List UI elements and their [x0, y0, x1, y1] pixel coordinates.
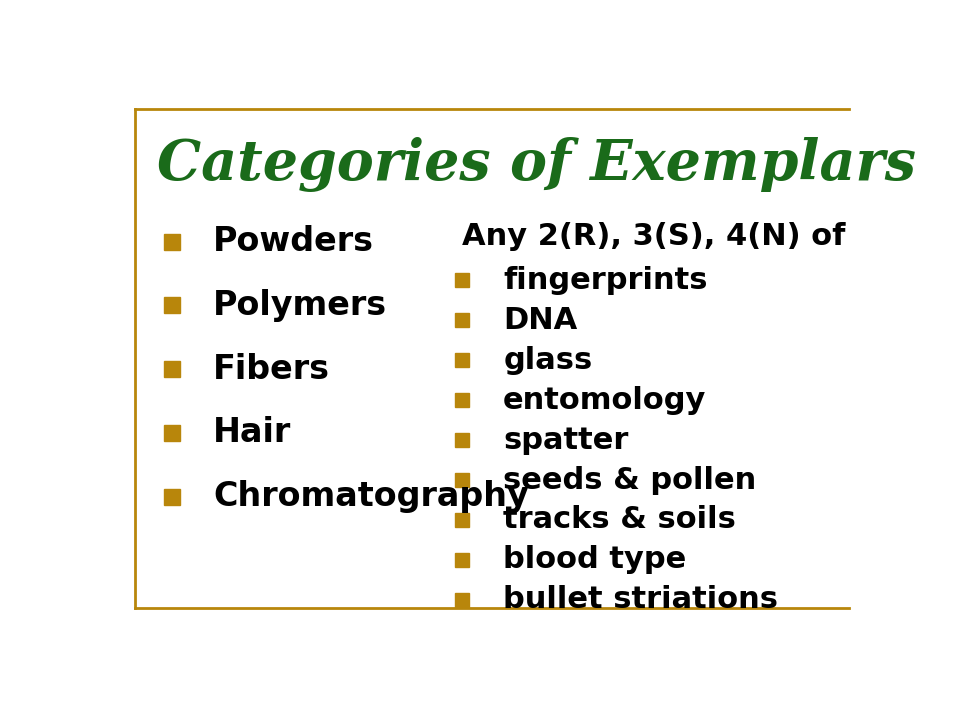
Text: fingerprints: fingerprints: [503, 266, 708, 295]
Text: Any 2(R), 3(S), 4(N) of: Any 2(R), 3(S), 4(N) of: [463, 222, 846, 251]
Text: glass: glass: [503, 346, 592, 375]
Text: tracks & soils: tracks & soils: [503, 505, 736, 534]
Text: Chromatography: Chromatography: [213, 480, 529, 513]
Text: Polymers: Polymers: [213, 289, 387, 322]
Text: entomology: entomology: [503, 386, 707, 415]
Text: Hair: Hair: [213, 416, 291, 449]
Text: blood type: blood type: [503, 545, 686, 575]
Text: Powders: Powders: [213, 225, 374, 258]
Text: Categories of Exemplars: Categories of Exemplars: [157, 137, 916, 192]
Text: Fibers: Fibers: [213, 353, 330, 386]
Text: DNA: DNA: [503, 306, 577, 335]
Text: seeds & pollen: seeds & pollen: [503, 466, 756, 495]
Text: bullet striations: bullet striations: [503, 585, 779, 614]
Text: spatter: spatter: [503, 426, 629, 454]
